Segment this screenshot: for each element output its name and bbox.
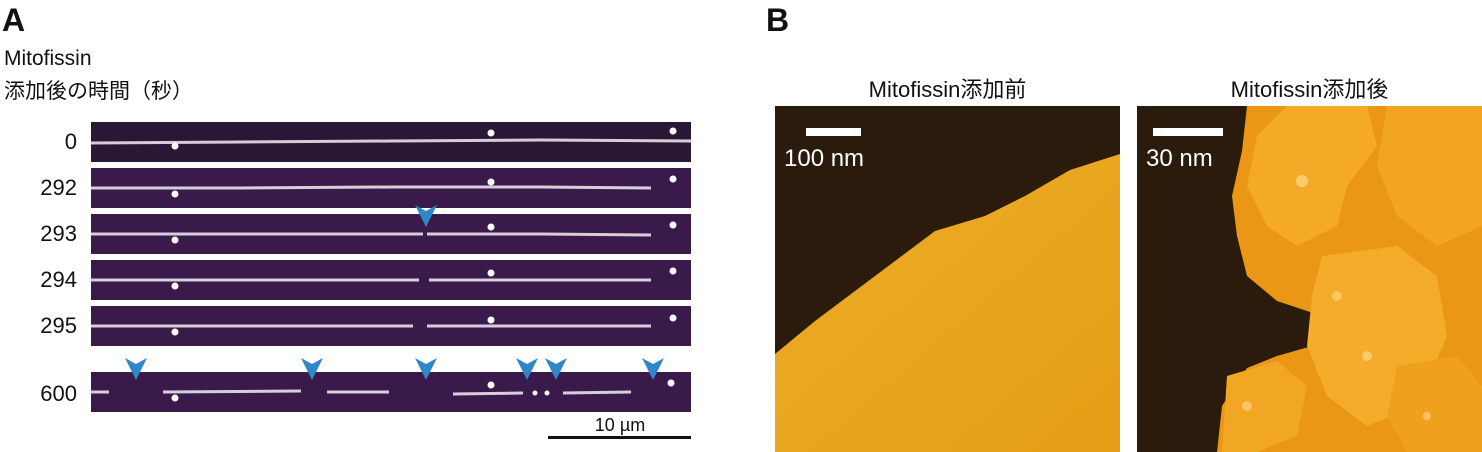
panel-a-letter: A xyxy=(2,2,26,38)
kymo-image-0 xyxy=(91,127,691,150)
arrowhead-icon xyxy=(125,358,147,380)
scalebar-b-right xyxy=(1153,128,1223,136)
kymo-strip-293 xyxy=(91,214,691,254)
arrowhead-icon xyxy=(642,358,664,380)
time-label-600: 600 xyxy=(40,381,77,406)
kymo-strip-294 xyxy=(91,260,691,300)
kymo-image-600 xyxy=(91,379,675,402)
time-label-0: 0 xyxy=(64,129,77,154)
panel-a-label-line2: 添加後の時間（秒） xyxy=(4,80,193,103)
arrowhead-icon xyxy=(415,205,437,227)
afm-right-title: Mitofissin添加後 xyxy=(1230,77,1389,102)
arrowhead-icon xyxy=(545,358,567,380)
scalebar-b-right-label: 30 nm xyxy=(1146,145,1213,172)
scalebar-b-left xyxy=(806,128,861,136)
kymo-image-293 xyxy=(91,221,677,244)
kymo-image-294 xyxy=(91,267,677,290)
time-label-292: 292 xyxy=(40,175,77,200)
kymo-strip-292 xyxy=(91,168,691,208)
scalebar-b-left-label: 100 nm xyxy=(784,145,865,172)
afm-image-before xyxy=(775,106,1120,452)
time-label-294: 294 xyxy=(40,267,77,292)
afm-left-title: Mitofissin添加前 xyxy=(868,77,1027,102)
kymo-image-295 xyxy=(91,314,677,336)
kymo-image-292 xyxy=(91,175,677,198)
afm-image-after-svg xyxy=(1137,106,1482,452)
kymo-strip-0 xyxy=(91,122,691,162)
kymo-strip-600 xyxy=(91,372,691,412)
scalebar-a xyxy=(548,436,691,439)
panel-a-label-line1: Mitofissin xyxy=(4,47,92,70)
afm-image-before-svg xyxy=(775,106,1120,452)
time-label-293: 293 xyxy=(40,221,77,246)
afm-image-after xyxy=(1137,106,1482,452)
panel-b-letter: B xyxy=(766,2,790,38)
arrowhead-icon xyxy=(516,358,538,380)
time-label-295: 295 xyxy=(40,313,77,338)
scalebar-a-label: 10 µm xyxy=(594,415,646,435)
arrowhead-icon xyxy=(301,358,323,380)
kymo-strip-295 xyxy=(91,306,691,346)
arrowhead-icon xyxy=(415,358,437,380)
